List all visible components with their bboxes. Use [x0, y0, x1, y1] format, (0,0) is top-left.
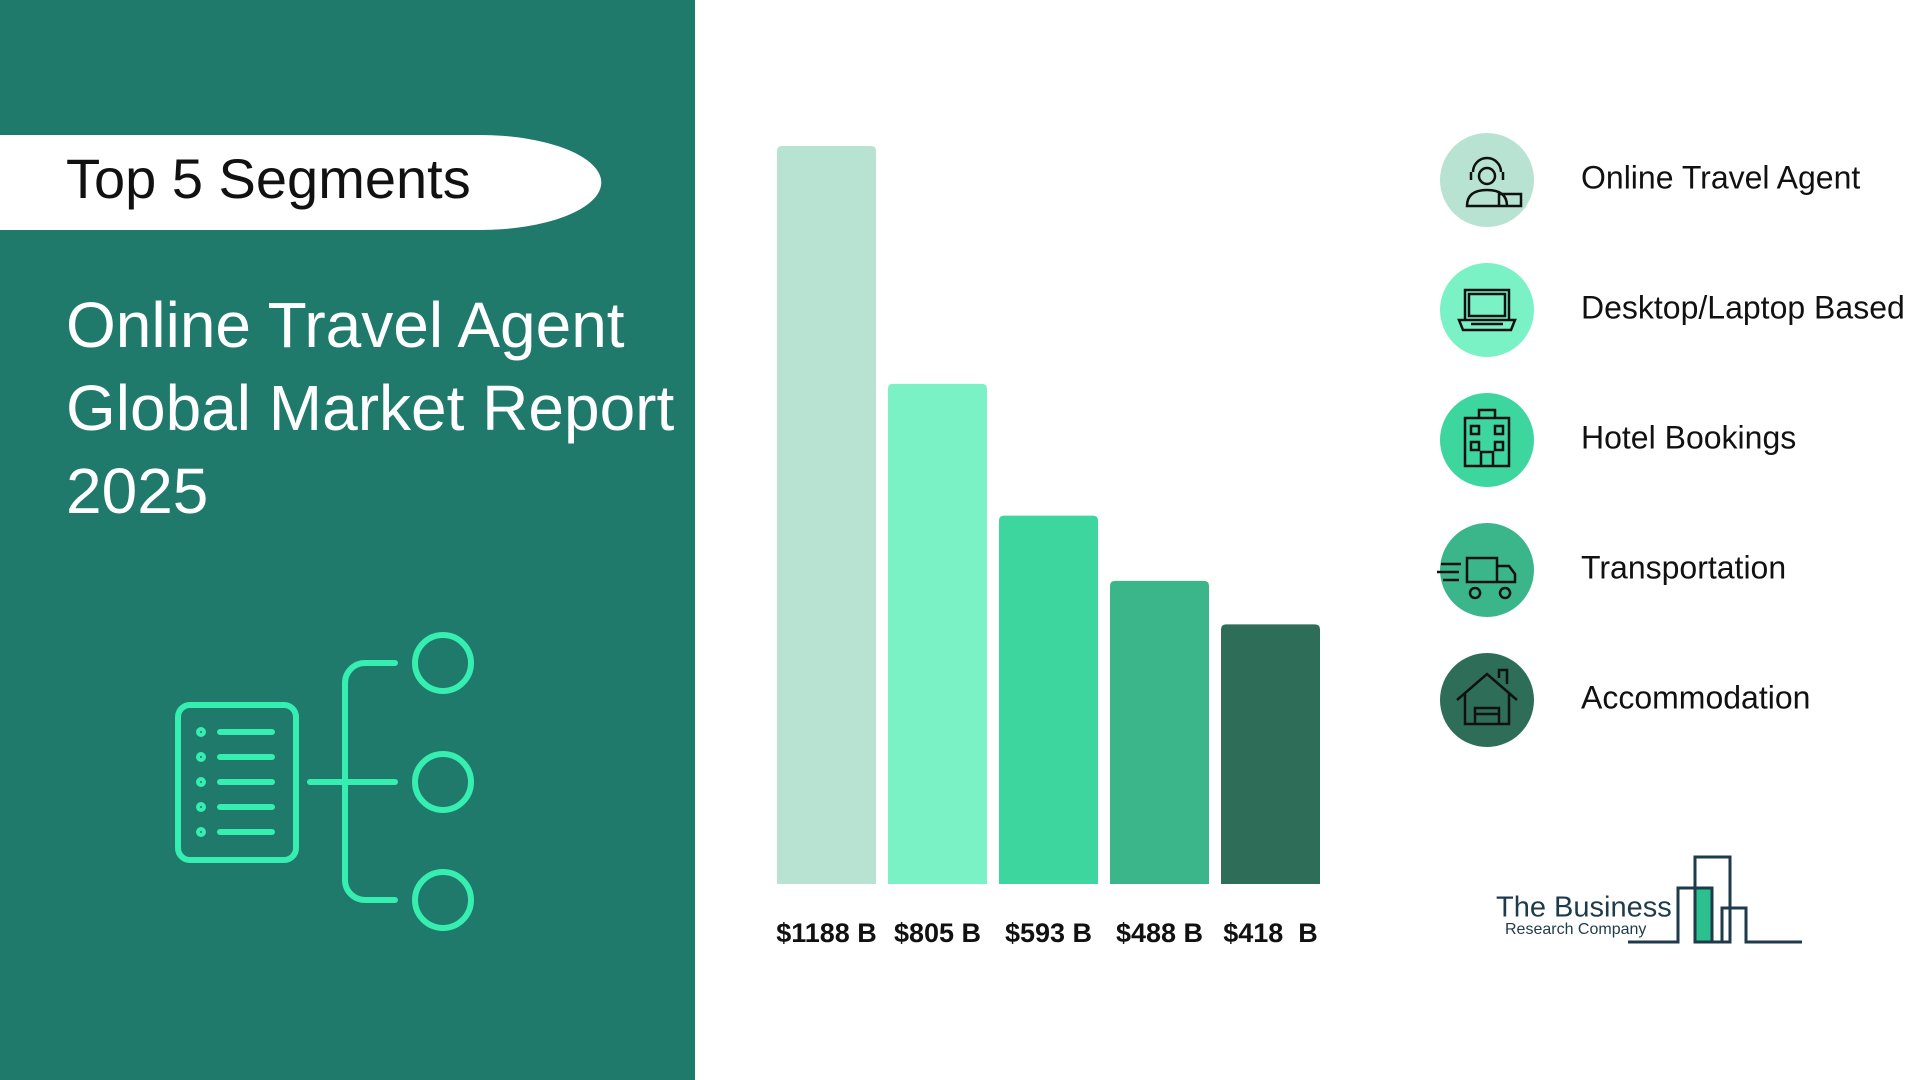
legend-icon	[1463, 408, 1511, 468]
legend-label: Accommodation	[1581, 679, 1810, 715]
value-label: $488 B	[1116, 918, 1203, 948]
title-line: Global Market Report	[66, 372, 674, 444]
badge-pill	[0, 135, 602, 230]
bar	[777, 146, 876, 884]
bar	[1221, 624, 1320, 884]
legend-icon	[1457, 288, 1517, 332]
legend-swatch	[1440, 653, 1534, 747]
title-group: Online Travel Agent Global Market Report 2…	[66, 289, 674, 527]
legend-label: Hotel Bookings	[1581, 419, 1796, 455]
logo: The Business Research Company	[1496, 855, 1802, 944]
title-line: 2025	[66, 455, 208, 527]
list-icon	[175, 632, 474, 931]
bar	[888, 383, 987, 884]
legend-icon	[1456, 668, 1518, 726]
legend-swatch	[1440, 263, 1534, 357]
bar	[999, 515, 1098, 884]
bar-group: $1188 B $805 B $593 B $488 B $418 B	[776, 146, 1320, 948]
legend: Online Travel Agent Desktop/Laptop Based H…	[1437, 133, 1905, 747]
legend-label: Online Travel Agent	[1581, 159, 1860, 195]
legend-swatch	[1440, 393, 1534, 487]
legend-icon	[1437, 556, 1517, 600]
value-label: $418 B	[1223, 918, 1318, 948]
legend-swatch	[1440, 523, 1534, 617]
badge-text: Top 5 Segments	[66, 147, 471, 210]
legend-label: Transportation	[1581, 549, 1786, 585]
logo-name: The Business	[1496, 892, 1672, 924]
legend-label: Desktop/Laptop Based	[1581, 289, 1905, 325]
value-label: $593 B	[1005, 918, 1092, 948]
title-line: Online Travel Agent	[66, 289, 625, 361]
value-label: $805 B	[894, 918, 981, 948]
legend-swatch	[1440, 133, 1534, 227]
logo-subname: Research Company	[1505, 921, 1646, 938]
legend-icon	[1465, 156, 1523, 208]
bar	[1110, 580, 1209, 884]
value-label: $1188 B	[776, 918, 877, 948]
